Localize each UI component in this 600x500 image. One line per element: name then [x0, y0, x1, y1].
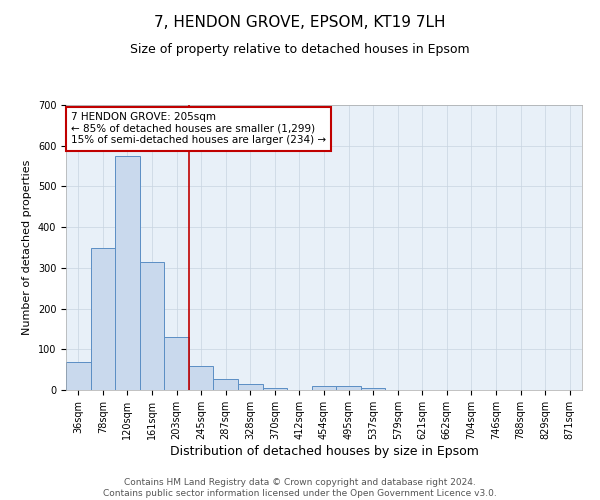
- Y-axis label: Number of detached properties: Number of detached properties: [22, 160, 32, 335]
- Bar: [164, 337, 189, 390]
- X-axis label: Distribution of detached houses by size in Epsom: Distribution of detached houses by size …: [170, 444, 478, 458]
- Bar: [66, 362, 91, 390]
- Bar: [91, 248, 115, 390]
- Bar: [140, 262, 164, 390]
- Bar: [115, 156, 140, 390]
- Bar: [238, 384, 263, 390]
- Bar: [263, 388, 287, 390]
- Text: Size of property relative to detached houses in Epsom: Size of property relative to detached ho…: [130, 42, 470, 56]
- Bar: [214, 380, 238, 390]
- Text: 7, HENDON GROVE, EPSOM, KT19 7LH: 7, HENDON GROVE, EPSOM, KT19 7LH: [154, 15, 446, 30]
- Text: 7 HENDON GROVE: 205sqm
← 85% of detached houses are smaller (1,299)
15% of semi-: 7 HENDON GROVE: 205sqm ← 85% of detached…: [71, 112, 326, 146]
- Bar: [312, 386, 336, 390]
- Bar: [361, 388, 385, 390]
- Text: Contains HM Land Registry data © Crown copyright and database right 2024.
Contai: Contains HM Land Registry data © Crown c…: [103, 478, 497, 498]
- Bar: [189, 366, 214, 390]
- Bar: [336, 386, 361, 390]
